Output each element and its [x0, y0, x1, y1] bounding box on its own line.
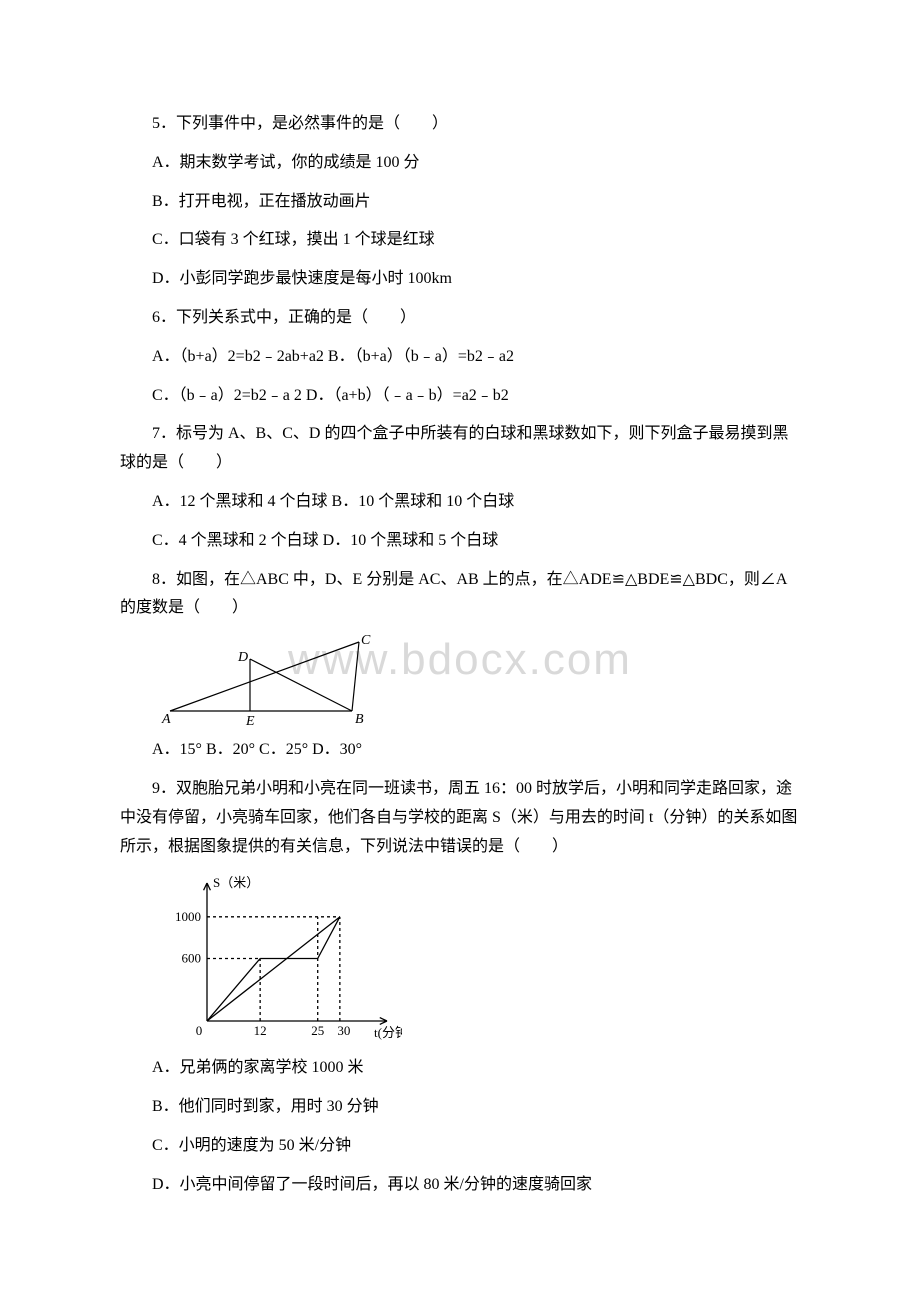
q7-options-ab: A．12 个黑球和 4 个白球 B．10 个黑球和 10 个白球: [120, 488, 800, 517]
triangle-diagram: A E B D C: [152, 633, 382, 728]
svg-text:25: 25: [311, 1023, 324, 1038]
q8-options: A．15° B．20° C．25° D．30°: [120, 736, 800, 765]
svg-text:12: 12: [254, 1023, 267, 1038]
q7-options-cd: C．4 个黑球和 2 个白球 D．10 个黑球和 5 个白球: [120, 527, 800, 556]
q9-figure: S（米） t(分钟) 1000 600 0 12 25 30: [152, 871, 800, 1046]
q9-option-b: B．他们同时到家，用时 30 分钟: [120, 1093, 800, 1122]
svg-text:E: E: [245, 714, 255, 728]
distance-time-chart: S（米） t(分钟) 1000 600 0 12 25 30: [152, 871, 402, 1046]
q7-stem: 7．标号为 A、B、C、D 的四个盒子中所装有的白球和黑球数如下，则下列盒子最易…: [120, 420, 800, 478]
svg-text:B: B: [355, 712, 364, 727]
q5-option-c: C．口袋有 3 个红球，摸出 1 个球是红球: [120, 226, 800, 255]
q9-option-d: D．小亮中间停留了一段时间后，再以 80 米/分钟的速度骑回家: [120, 1171, 800, 1200]
svg-text:C: C: [361, 633, 371, 648]
q5-option-b: B．打开电视，正在播放动画片: [120, 188, 800, 217]
q5-stem: 5．下列事件中，是必然事件的是（ ）: [120, 110, 800, 139]
q9-stem: 9．双胞胎兄弟小明和小亮在同一班读书，周五 16：00 时放学后，小明和同学走路…: [120, 775, 800, 861]
svg-text:0: 0: [196, 1023, 203, 1038]
q6-stem: 6．下列关系式中，正确的是（ ）: [120, 304, 800, 333]
svg-text:S（米）: S（米）: [213, 875, 259, 890]
q6-options-ab: A．（b+a）2=b2﹣2ab+a2 B．（b+a）（b﹣a）=b2﹣a2: [120, 343, 800, 372]
svg-text:1000: 1000: [175, 909, 201, 924]
q8-figure: A E B D C: [152, 633, 800, 728]
q9-option-a: A．兄弟俩的家离学校 1000 米: [120, 1054, 800, 1083]
q8-stem: 8．如图，在△ABC 中，D、E 分别是 AC、AB 上的点，在△ADE≌△BD…: [120, 566, 800, 624]
page-content: 5．下列事件中，是必然事件的是（ ） A．期末数学考试，你的成绩是 100 分 …: [120, 110, 800, 1200]
q9-option-c: C．小明的速度为 50 米/分钟: [120, 1132, 800, 1161]
svg-text:A: A: [161, 712, 171, 727]
q6-options-cd: C．（b﹣a）2=b2﹣a 2 D．（a+b）（﹣a﹣b）=a2﹣b2: [120, 382, 800, 411]
q5-option-d: D．小彭同学跑步最快速度是每小时 100km: [120, 265, 800, 294]
svg-text:t(分钟): t(分钟): [374, 1025, 402, 1040]
svg-text:600: 600: [182, 951, 202, 966]
svg-text:D: D: [237, 650, 248, 665]
svg-text:30: 30: [337, 1023, 350, 1038]
q5-option-a: A．期末数学考试，你的成绩是 100 分: [120, 149, 800, 178]
